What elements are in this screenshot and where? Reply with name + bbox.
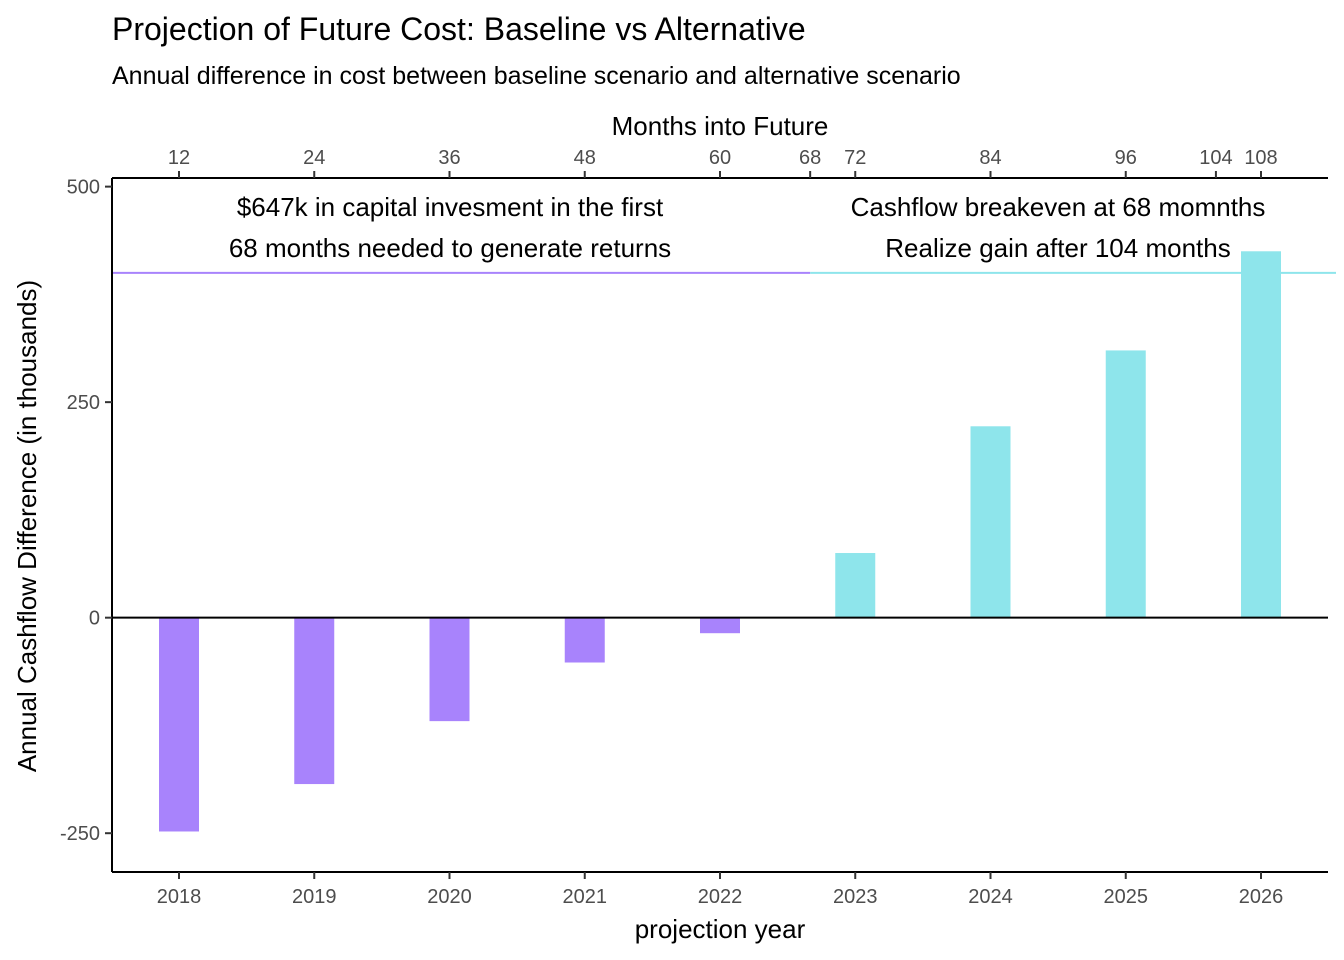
top-axis-title: Months into Future — [612, 111, 829, 141]
x-axis-title: projection year — [635, 914, 806, 944]
top-tick-label-104: 104 — [1199, 147, 1232, 169]
bar-2020 — [429, 617, 470, 722]
y-tick-label-500: 500 — [67, 177, 100, 199]
annotation-left-line1: $647k in capital invesment in the first — [237, 192, 664, 222]
bar-2021 — [564, 617, 605, 663]
x-tick-label-2023: 2023 — [833, 886, 878, 908]
top-tick-label-108: 108 — [1244, 147, 1277, 169]
x-tick-label-2024: 2024 — [968, 886, 1013, 908]
top-tick-label-48: 48 — [574, 147, 596, 169]
x-tick-label-2021: 2021 — [563, 886, 608, 908]
x-tick-label-2020: 2020 — [427, 886, 472, 908]
annotation-right-line1: Cashflow breakeven at 68 momnths — [851, 192, 1266, 222]
bar-2024 — [970, 426, 1011, 618]
bar-2018 — [159, 617, 199, 832]
x-tick-label-2019: 2019 — [292, 886, 337, 908]
top-tick-label-12: 12 — [168, 147, 190, 169]
x-tick-label-2025: 2025 — [1104, 886, 1149, 908]
top-tick-label-96: 96 — [1115, 147, 1137, 169]
annotation-right-line2: Realize gain after 104 months — [885, 233, 1230, 263]
y-tick-label-0: 0 — [89, 608, 100, 630]
y-tick-label--250: -250 — [60, 823, 100, 845]
bar-2019 — [294, 617, 335, 785]
chart-subtitle: Annual difference in cost between baseli… — [112, 62, 961, 90]
top-tick-label-84: 84 — [979, 147, 1001, 169]
y-tick-label-250: 250 — [67, 392, 100, 414]
top-tick-label-72: 72 — [844, 147, 866, 169]
bar-2025 — [1105, 350, 1146, 618]
x-tick-label-2026: 2026 — [1239, 886, 1284, 908]
top-tick-label-60: 60 — [709, 147, 731, 169]
bar-2026 — [1241, 251, 1281, 618]
x-tick-label-2022: 2022 — [698, 886, 743, 908]
bar-2022 — [700, 617, 740, 634]
chart-marks: -250 0 250 500 2018 2019 2020 2021 2022 2023 2024 2… — [60, 147, 1336, 908]
y-axis-title: Annual Cashflow Difference (in thousands… — [12, 280, 42, 772]
top-tick-label-68: 68 — [799, 147, 821, 169]
bar-2023 — [835, 553, 876, 618]
x-tick-label-2018: 2018 — [157, 886, 202, 908]
chart-title: Projection of Future Cost: Baseline vs A… — [112, 11, 806, 47]
top-tick-label-36: 36 — [438, 147, 460, 169]
top-tick-label-24: 24 — [303, 147, 325, 169]
annotation-left-line2: 68 months needed to generate returns — [229, 233, 671, 263]
